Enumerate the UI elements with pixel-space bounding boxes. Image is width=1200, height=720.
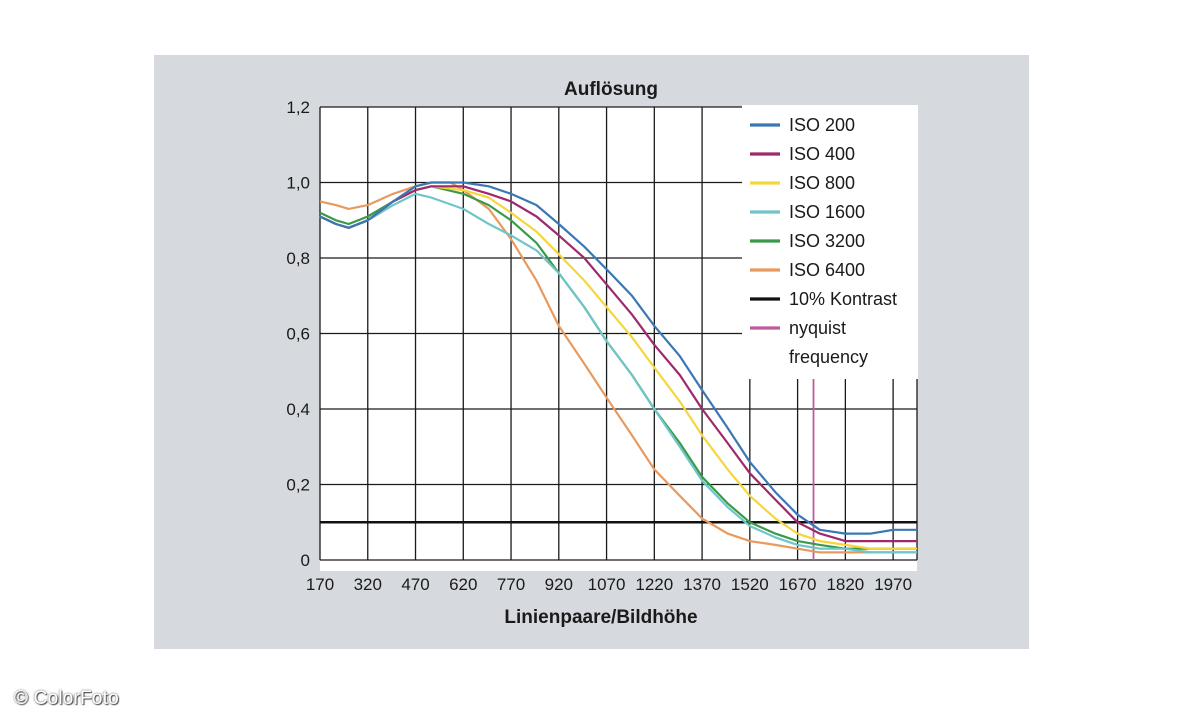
y-tick-label: 0,6 [286, 325, 310, 344]
legend: ISO 200 ISO 400 ISO 800 ISO 1600 ISO 3200 ISO… [742, 105, 918, 379]
x-tick-label: 470 [401, 575, 429, 594]
legend-label: ISO 200 [789, 115, 855, 135]
copyright-watermark: © ColorFoto [14, 688, 119, 709]
x-axis-label: Linienpaare/Bildhöhe [504, 607, 697, 628]
x-tick-label: 770 [497, 575, 525, 594]
y-tick-label: 1,2 [286, 98, 310, 117]
y-tick-label: 0,2 [286, 476, 310, 495]
legend-label: 10% Kontrast [789, 289, 897, 309]
series-line-iso-200 [319, 181, 917, 535]
x-tick-label: 1970 [874, 575, 912, 594]
x-tick-label: 1370 [683, 575, 721, 594]
x-tick-label: 1070 [588, 575, 626, 594]
legend-label-continued: frequency [789, 347, 868, 367]
chart-panel: ISO 200 ISO 400 ISO 800 ISO 1600 ISO 3200 ISO… [154, 55, 1029, 649]
legend-label: ISO 6400 [789, 260, 865, 280]
resolution-chart: ISO 200 ISO 400 ISO 800 ISO 1600 ISO 3200 ISO… [286, 79, 918, 628]
x-tick-label: 1220 [635, 575, 673, 594]
legend-label: ISO 1600 [789, 202, 865, 222]
y-tick-label: 1,0 [286, 174, 310, 193]
series-line-iso-6400 [319, 181, 917, 554]
x-tick-label: 170 [306, 575, 334, 594]
y-tick-label: 0,8 [286, 249, 310, 268]
legend-label: nyquist [789, 318, 846, 338]
x-tick-label: 1670 [779, 575, 817, 594]
legend-label: ISO 800 [789, 173, 855, 193]
legend-label: ISO 400 [789, 144, 855, 164]
series-lines [319, 181, 917, 554]
y-tick-label: 0,4 [286, 400, 310, 419]
x-tick-label: 320 [354, 575, 382, 594]
y-tick-label: 0 [301, 551, 310, 570]
chart-title: Auflösung [564, 79, 658, 100]
x-tick-label: 1520 [731, 575, 769, 594]
x-tick-label: 620 [449, 575, 477, 594]
tick-labels: 170 320 470 620 770 920 1070 1220 1370 1520 1670 18… [286, 98, 912, 594]
x-tick-label: 1820 [826, 575, 864, 594]
legend-label: ISO 3200 [789, 231, 865, 251]
series-line-iso-1600 [319, 192, 917, 554]
x-tick-label: 920 [545, 575, 573, 594]
